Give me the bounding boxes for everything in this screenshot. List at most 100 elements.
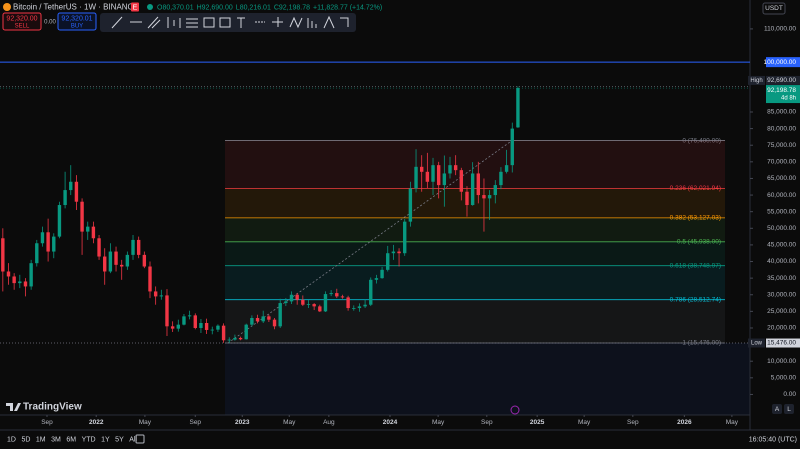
candle-body: [148, 266, 152, 292]
candle-body: [97, 238, 101, 257]
candle-body: [374, 278, 379, 280]
currency-box[interactable]: [762, 2, 786, 15]
sell-button[interactable]: [2, 12, 42, 31]
axis-button-box[interactable]: [784, 404, 794, 414]
candle-body: [397, 251, 401, 254]
candle-body: [29, 263, 33, 287]
range-button[interactable]: 1D: [7, 436, 16, 443]
candle-body: [380, 269, 384, 279]
fib-label: 0.5 (45,938.00): [677, 239, 721, 246]
fib-band: [225, 140, 725, 189]
hline-price: 100,000.00: [763, 59, 796, 66]
fib-label: 1 (15,476.00): [682, 340, 721, 347]
spread: 0.00: [44, 20, 56, 26]
tool-channel[interactable]: [147, 16, 161, 29]
candle-body: [403, 221, 407, 254]
candle-body: [289, 294, 294, 302]
axis-button-box[interactable]: [772, 404, 782, 414]
x-tick-label: Sep: [627, 419, 639, 426]
candle-body: [363, 304, 367, 307]
range-button[interactable]: 1Y: [101, 436, 110, 443]
candle-body: [176, 324, 181, 329]
candle-body: [182, 316, 186, 325]
y-tick-label: 75,000.00: [767, 142, 796, 149]
candle-body: [159, 295, 164, 297]
symbol[interactable]: Bitcoin / TetherUS · 1W · BINANCE: [13, 3, 139, 12]
candle-body: [69, 181, 73, 191]
y-tick-label: 30,000.00: [767, 291, 796, 298]
y-tick-label: 25,000.00: [767, 308, 796, 315]
candle-body: [170, 326, 175, 329]
candle-body: [91, 226, 96, 239]
tool-trendline[interactable]: [111, 16, 123, 29]
candle-body: [510, 128, 514, 166]
range-button[interactable]: 1M: [36, 436, 46, 443]
candle-body: [272, 319, 277, 327]
low-tag-box: [748, 338, 765, 348]
buy-price: 92,320.01: [61, 15, 92, 22]
candle-body: [482, 195, 486, 199]
ohlc-value: L80,216.01: [236, 4, 271, 11]
range-button[interactable]: 3M: [51, 436, 61, 443]
bottom-bar: [0, 430, 800, 449]
coin-icon: [3, 3, 11, 11]
candle-body: [52, 236, 56, 252]
candle-body: [216, 325, 220, 330]
status-dot: [147, 4, 153, 10]
range-button[interactable]: 5Y: [115, 436, 124, 443]
x-tick-label: Sep: [41, 419, 53, 426]
tool-cross[interactable]: [272, 17, 283, 27]
candle-body: [419, 166, 424, 172]
candle-body: [244, 324, 248, 340]
tool-text[interactable]: [237, 17, 245, 28]
candle-body: [57, 205, 62, 237]
ohlc-value: O80,370.01: [157, 4, 194, 11]
candle-body: [267, 316, 271, 320]
x-tick-label: May: [578, 419, 591, 426]
tool-frame[interactable]: [219, 17, 231, 28]
fib-label: 0.786 (28,512.74): [670, 296, 721, 303]
candle-body: [227, 339, 231, 341]
range-button[interactable]: 6M: [66, 436, 76, 443]
candle-body: [193, 315, 197, 328]
candle-body: [86, 226, 90, 232]
y-tick-label: 20,000.00: [767, 325, 796, 332]
y-tick-label: 10,000.00: [767, 358, 796, 365]
date-range-icon[interactable]: [135, 434, 145, 444]
tool-more[interactable]: [323, 15, 349, 29]
badge-text: E: [133, 4, 138, 11]
x-tick-label: 2023: [235, 419, 250, 426]
clock: 16:05:40 (UTC): [749, 436, 797, 443]
y-tick-label: 35,000.00: [767, 275, 796, 282]
range-button[interactable]: 5D: [21, 436, 30, 443]
tool-rect[interactable]: [203, 17, 215, 28]
fib-band: [225, 241, 725, 266]
candle-body: [425, 171, 430, 182]
candles: [1, 86, 520, 344]
candle-body: [295, 294, 299, 300]
candle-body: [386, 253, 390, 270]
fib-extension-area: [225, 343, 750, 415]
x-tick-label: May: [432, 419, 445, 426]
y-tick-label: 110,000.00: [764, 26, 796, 33]
candle-body: [436, 165, 441, 186]
tool-bars[interactable]: [167, 17, 181, 28]
candle-body: [18, 281, 22, 284]
candle-body: [204, 322, 209, 330]
range-button[interactable]: All: [129, 436, 137, 443]
candle-body: [125, 254, 130, 267]
tool-pattern[interactable]: [289, 16, 303, 29]
event-icon[interactable]: [510, 405, 520, 415]
range-button[interactable]: YTD: [82, 436, 96, 443]
candle-body: [131, 239, 135, 255]
buy-button[interactable]: [57, 12, 97, 31]
candle-body: [391, 251, 396, 254]
candle-body: [493, 185, 497, 196]
tool-volume[interactable]: [307, 18, 317, 28]
candle-body: [448, 165, 452, 174]
fib-label: 0 (76,400.00): [682, 137, 721, 144]
candle-body: [357, 306, 362, 309]
tool-fib[interactable]: [186, 18, 198, 28]
